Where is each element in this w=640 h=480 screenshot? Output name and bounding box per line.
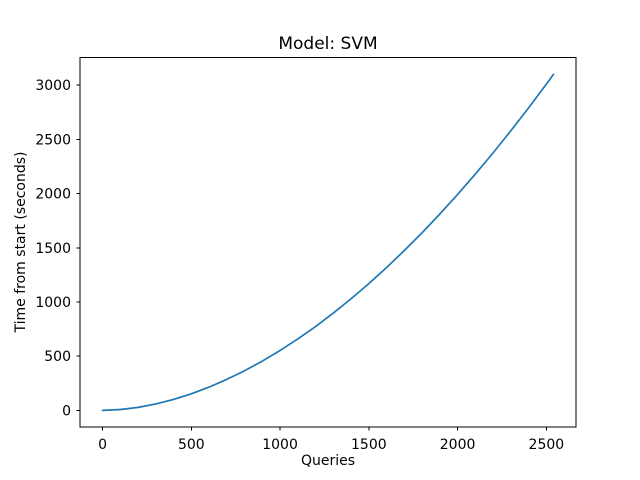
y-tick-label: 1000 (35, 295, 71, 311)
x-tick-label: 500 (178, 437, 205, 453)
y-tick-label: 0 (62, 403, 71, 419)
y-tick-label: 2000 (35, 187, 71, 203)
x-axis-ticks: 0 500 1000 1500 2000 2500 (98, 427, 564, 453)
svm-time-line (101, 73, 555, 412)
y-axis-label: Time from start (seconds) (13, 152, 29, 334)
x-tick-label: 1500 (351, 437, 387, 453)
chart-title: Model: SVM (278, 34, 377, 54)
x-tick-label: 1000 (262, 437, 298, 453)
plot-area (79, 57, 577, 428)
y-axis-ticks: 0 500 1000 1500 2000 2500 3000 (35, 78, 80, 419)
x-tick-label: 2000 (440, 437, 476, 453)
x-tick-label: 2500 (529, 437, 565, 453)
y-tick-label: 2500 (35, 132, 71, 148)
y-tick-label: 1500 (35, 241, 71, 257)
y-tick-label: 3000 (35, 78, 71, 94)
x-tick-label: 0 (98, 437, 107, 453)
y-tick-label: 500 (44, 349, 71, 365)
x-axis-label: Queries (301, 453, 355, 469)
